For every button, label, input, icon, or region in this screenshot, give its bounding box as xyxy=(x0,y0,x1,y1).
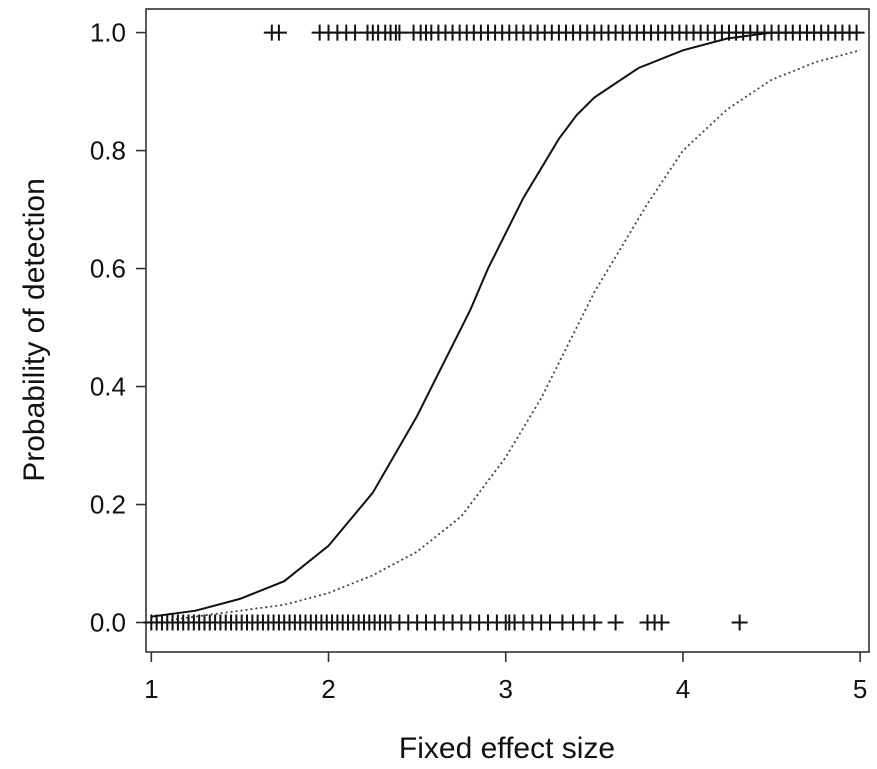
x-tick-label: 1 xyxy=(144,674,158,704)
y-tick-label: 0.0 xyxy=(90,608,126,638)
x-axis: 1 2 3 4 5 xyxy=(144,652,867,704)
x-tick-label: 2 xyxy=(321,674,335,704)
y-tick-label: 0.8 xyxy=(90,136,126,166)
plot-frame xyxy=(145,8,870,653)
data-point xyxy=(848,24,865,41)
fit-curve-solid xyxy=(151,31,861,618)
x-axis-label: Fixed effect size xyxy=(399,732,615,765)
x-tick-label: 4 xyxy=(676,674,690,704)
y-tick-label: 0.6 xyxy=(90,254,126,284)
points-not-detected xyxy=(143,614,748,631)
points-detected xyxy=(263,24,865,41)
x-tick-label: 3 xyxy=(498,674,512,704)
data-point xyxy=(391,24,408,41)
data-point xyxy=(653,614,670,631)
x-tick-label: 5 xyxy=(853,674,867,704)
observed-points xyxy=(143,24,865,631)
data-point xyxy=(607,614,624,631)
data-point xyxy=(586,614,603,631)
fit-curve-dotted xyxy=(151,49,861,624)
y-axis: 0.0 0.2 0.4 0.6 0.8 1.0 xyxy=(90,18,146,638)
y-tick-label: 0.4 xyxy=(90,372,126,402)
y-axis-label: Probability of detection xyxy=(18,178,51,482)
data-point xyxy=(731,614,748,631)
fitted-curves xyxy=(151,31,861,624)
data-point xyxy=(270,24,287,41)
y-tick-label: 1.0 xyxy=(90,18,126,48)
y-tick-label: 0.2 xyxy=(90,490,126,520)
